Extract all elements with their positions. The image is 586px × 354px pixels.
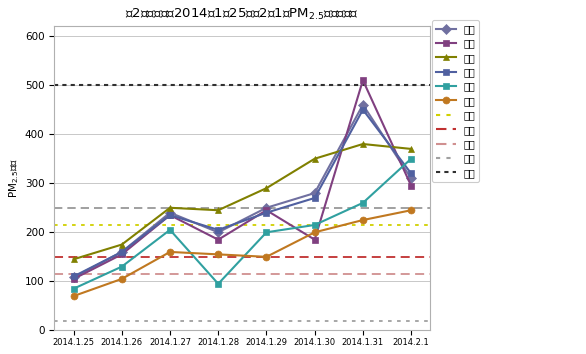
Y-axis label: PM$_{2.5}$浓度: PM$_{2.5}$浓度 — [7, 159, 21, 198]
Title: 图2：关中地区2014年1月25日至2月1日PM$_{2.5}$浓度变化图: 图2：关中地区2014年1月25日至2月1日PM$_{2.5}$浓度变化图 — [125, 7, 359, 22]
Legend: 西安, 宝鸡, 和阳, 渭南, 铜川, 杨凌, 二级, 三级, 四级, 五级, 六级: 西安, 宝鸡, 和阳, 渭南, 铜川, 杨凌, 二级, 三级, 四级, 五级, … — [432, 20, 479, 182]
